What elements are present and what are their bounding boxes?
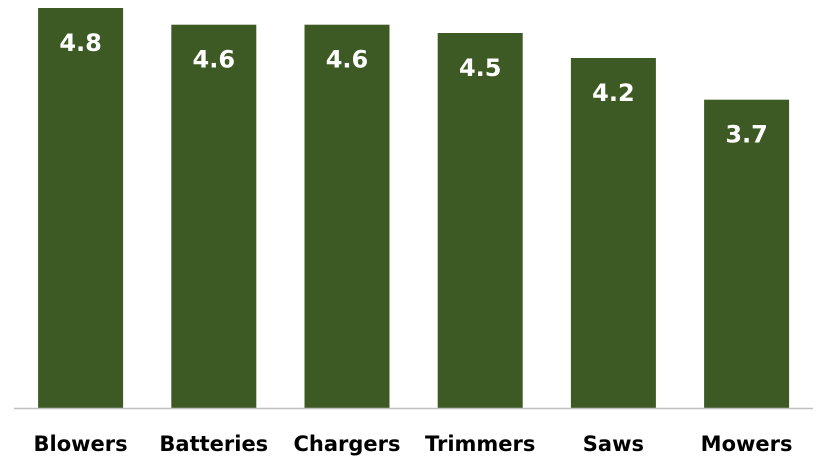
category-label-mowers: Mowers (701, 432, 793, 456)
bar-saws (570, 58, 656, 408)
category-label-blowers: Blowers (34, 432, 128, 456)
data-label-chargers: 4.6 (326, 46, 369, 74)
category-label-batteries: Batteries (159, 432, 268, 456)
data-label-batteries: 4.6 (193, 46, 236, 74)
bars-layer (38, 8, 790, 408)
category-labels-layer: Blowers Batteries Chargers Trimmers Saws Mowe… (34, 432, 793, 456)
data-labels-layer: 4.8 4.6 4.6 4.5 4.2 3.7 (59, 29, 768, 149)
data-label-saws: 4.2 (592, 79, 635, 107)
bar-batteries (171, 24, 257, 408)
category-label-trimmers: Trimmers (425, 432, 535, 456)
bar-blowers (38, 8, 124, 408)
category-label-chargers: Chargers (293, 432, 400, 456)
data-label-blowers: 4.8 (59, 29, 102, 57)
data-label-trimmers: 4.5 (459, 54, 502, 82)
category-label-saws: Saws (583, 432, 644, 456)
bar-mowers (704, 99, 790, 408)
data-label-mowers: 3.7 (725, 121, 768, 149)
bar-chargers (304, 24, 390, 408)
bar-trimmers (437, 33, 523, 408)
